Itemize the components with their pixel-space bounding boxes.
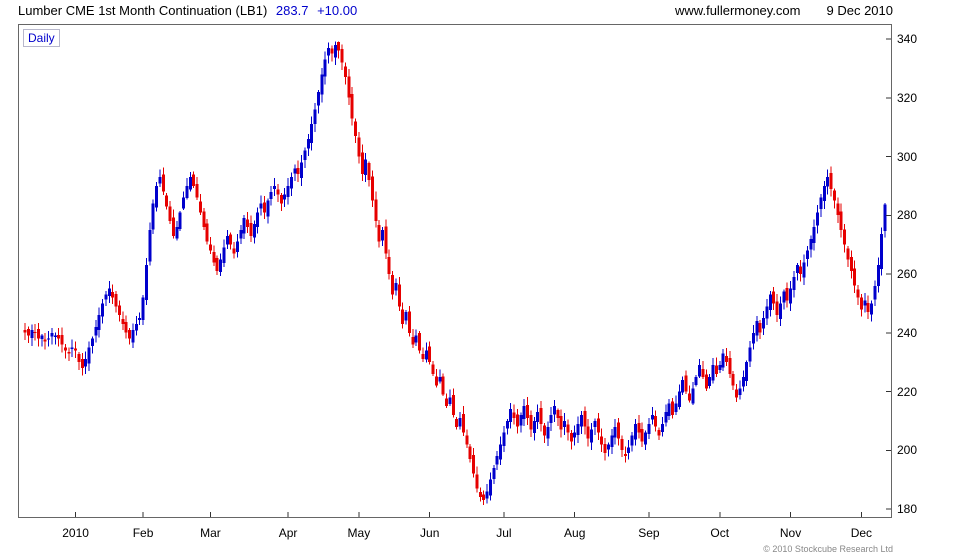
- price-change: +10.00: [317, 3, 358, 18]
- x-axis-tick-label: Jul: [496, 526, 512, 540]
- x-axis-tick-label: Feb: [132, 526, 154, 540]
- x-axis-tick-label: Mar: [200, 526, 221, 540]
- header: Lumber CME 1st Month Continuation (LB1) …: [18, 3, 893, 18]
- y-axis-tick-label: 280: [897, 208, 918, 223]
- date-text: 9 Dec 2010: [826, 3, 894, 18]
- timeframe-label: Daily: [23, 29, 60, 47]
- chart-plot-area: Daily: [18, 24, 892, 518]
- x-axis-tick-label: Sep: [638, 526, 660, 540]
- y-axis-tick-label: 200: [897, 443, 918, 458]
- x-axis: 2010 Feb Mar Apr May Jun Jul Aug Sep Oct Nov Dec: [0, 526, 980, 542]
- y-axis-tick-label: 260: [897, 267, 918, 281]
- candlestick-chart-canvas: [23, 38, 891, 517]
- chart-title: Lumber CME 1st Month Continuation (LB1) …: [18, 3, 675, 18]
- x-axis-tick-label: Jun: [420, 526, 440, 540]
- y-axis: 180 200 220 240 260 280 300 320 340: [897, 0, 937, 560]
- y-axis-tick-label: 320: [897, 90, 918, 105]
- x-axis-tick-label: Nov: [779, 526, 802, 540]
- y-axis-tick-label: 240: [897, 325, 918, 340]
- website-text: www.fullermoney.com: [675, 3, 801, 18]
- instrument-name: Lumber CME 1st Month Continuation (LB1): [18, 3, 268, 18]
- y-axis-tick-label: 300: [897, 149, 918, 164]
- x-axis-tick-label: Apr: [278, 526, 298, 540]
- y-axis-tick-label: 220: [897, 384, 918, 399]
- x-axis-tick-label: Aug: [564, 526, 586, 540]
- y-axis-tick-label: 340: [897, 32, 918, 46]
- x-axis-tick-label: Dec: [850, 526, 873, 540]
- x-axis-tick-label: May: [347, 526, 371, 540]
- last-price: 283.7: [275, 3, 309, 18]
- x-axis-tick-label: Oct: [710, 526, 730, 540]
- y-axis-tick-label: 180: [897, 502, 918, 516]
- copyright-text: © 2010 Stockcube Research Ltd: [763, 544, 893, 554]
- x-axis-tick-label: 2010: [62, 526, 89, 540]
